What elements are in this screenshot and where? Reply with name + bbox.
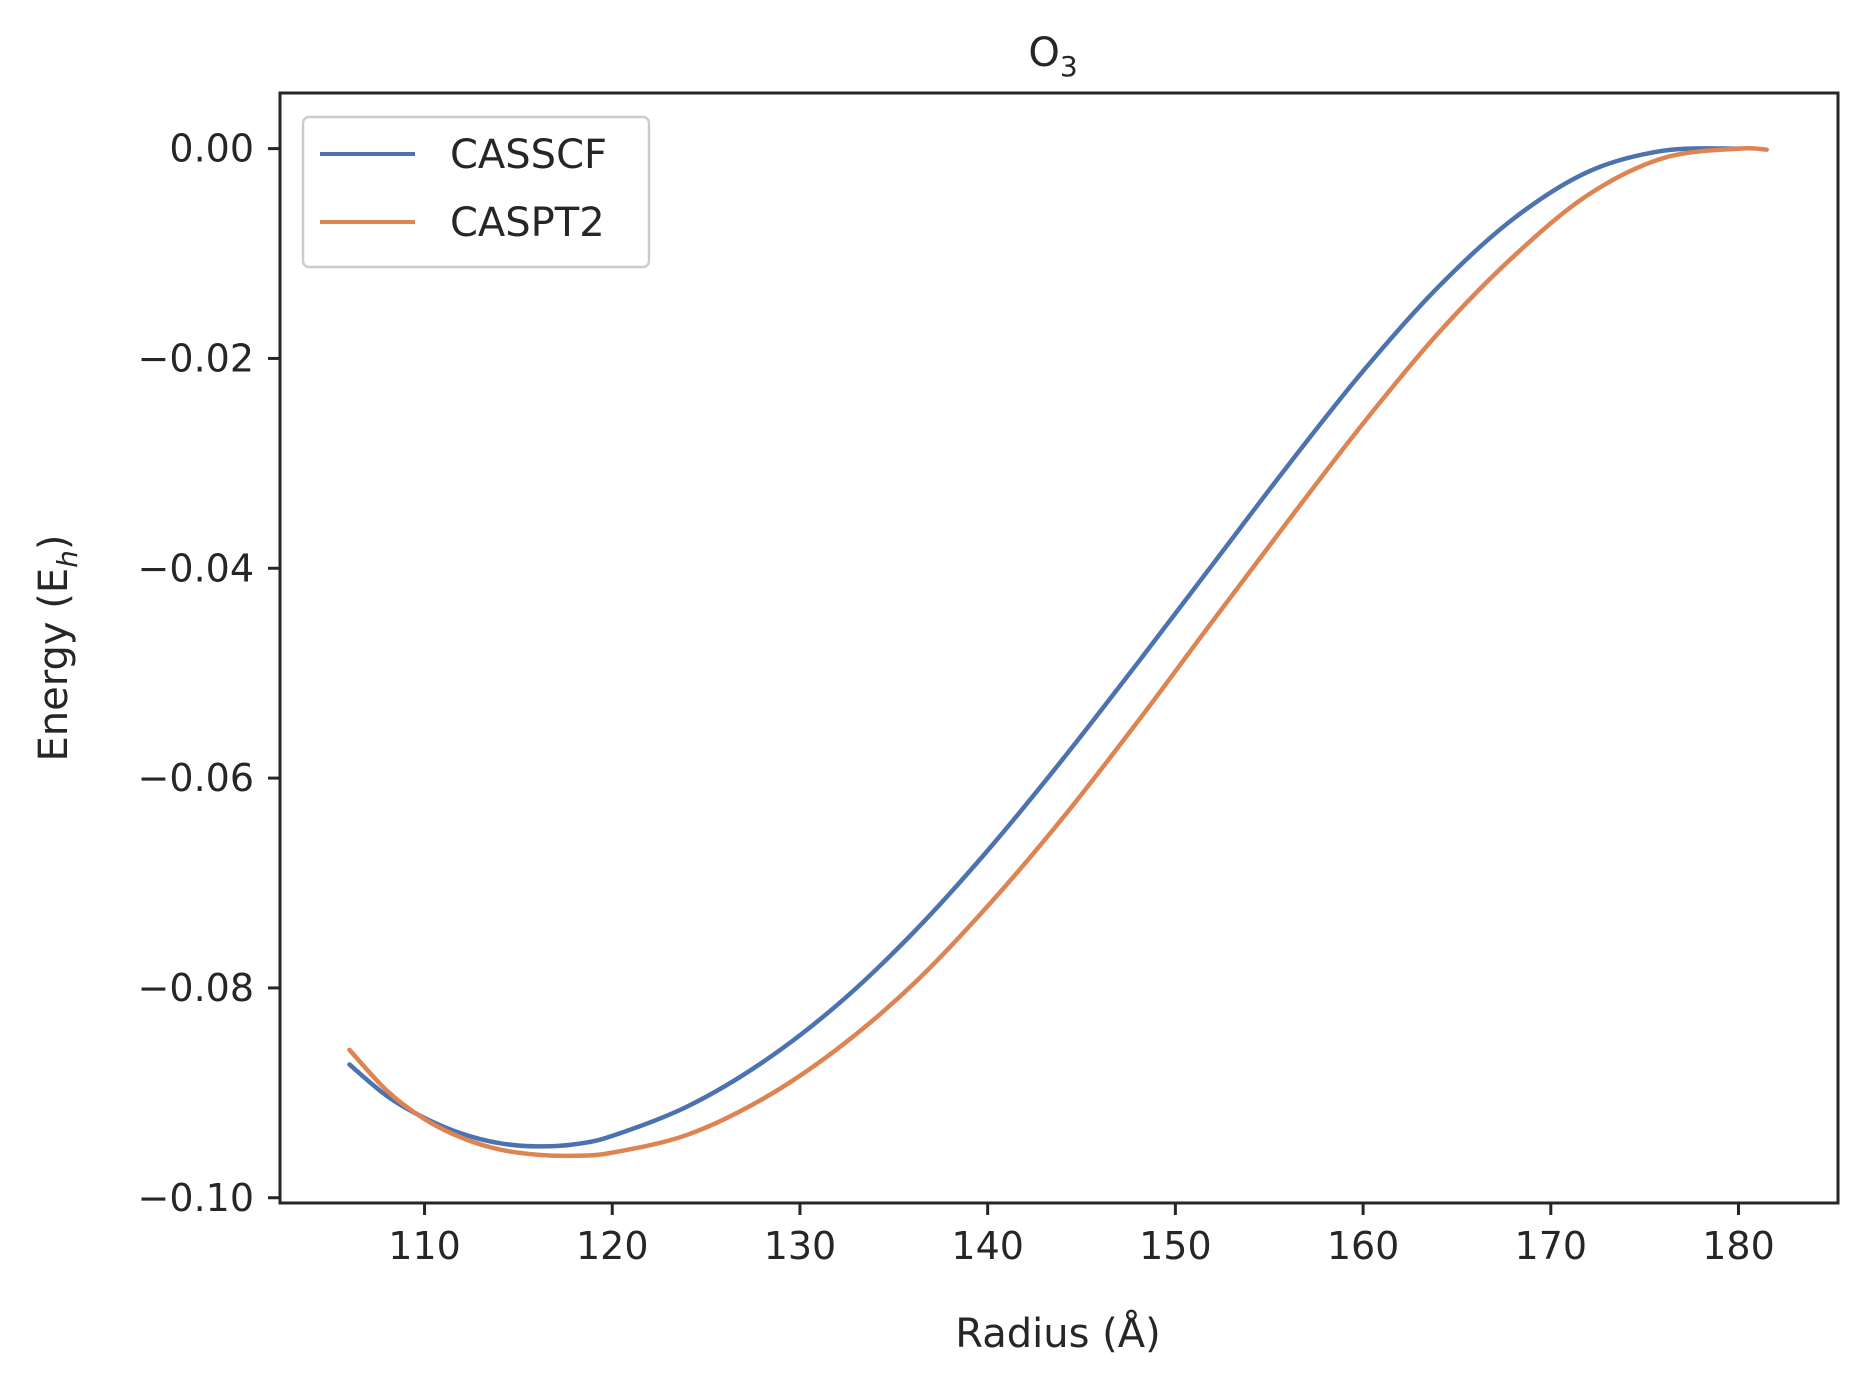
- x-axis-label: Radius (Å): [955, 1309, 1160, 1357]
- x-tick-label: 120: [576, 1224, 649, 1268]
- legend-label-caspt2: CASPT2: [450, 200, 605, 246]
- x-tick-label: 170: [1515, 1224, 1588, 1268]
- y-axis-label: Energy (Eh): [31, 535, 84, 762]
- y-tick-label: −0.06: [138, 756, 254, 800]
- x-tick-label: 110: [388, 1224, 461, 1268]
- plot-area: 110 120 130 140 150 160 170 180 0.00 −0.02 −0.04 −…: [138, 91, 1840, 1268]
- series-lines: [347, 145, 1769, 1159]
- x-axis-ticks: 110 120 130 140 150 160 170 180: [388, 1203, 1775, 1268]
- y-tick-label: 0.00: [169, 127, 254, 171]
- plot-frame: [278, 91, 1840, 1205]
- series-line-caspt2: [347, 145, 1769, 1159]
- y-tick-label: −0.08: [138, 966, 254, 1010]
- legend: CASSCF CASPT2: [301, 115, 651, 269]
- x-tick-label: 130: [764, 1224, 837, 1268]
- chart-title: O3: [1028, 30, 1077, 83]
- y-axis-ticks: 0.00 −0.02 −0.04 −0.06 −0.08 −0.10: [138, 127, 280, 1220]
- x-tick-label: 150: [1139, 1224, 1212, 1268]
- y-tick-label: −0.10: [138, 1176, 254, 1220]
- y-tick-label: −0.04: [138, 546, 254, 590]
- legend-label-casscf: CASSCF: [450, 132, 607, 178]
- x-tick-label: 180: [1702, 1224, 1775, 1268]
- series-line-casscf: [347, 146, 1741, 1149]
- x-tick-label: 160: [1327, 1224, 1400, 1268]
- y-tick-label: −0.02: [138, 336, 254, 380]
- x-tick-label: 140: [951, 1224, 1024, 1268]
